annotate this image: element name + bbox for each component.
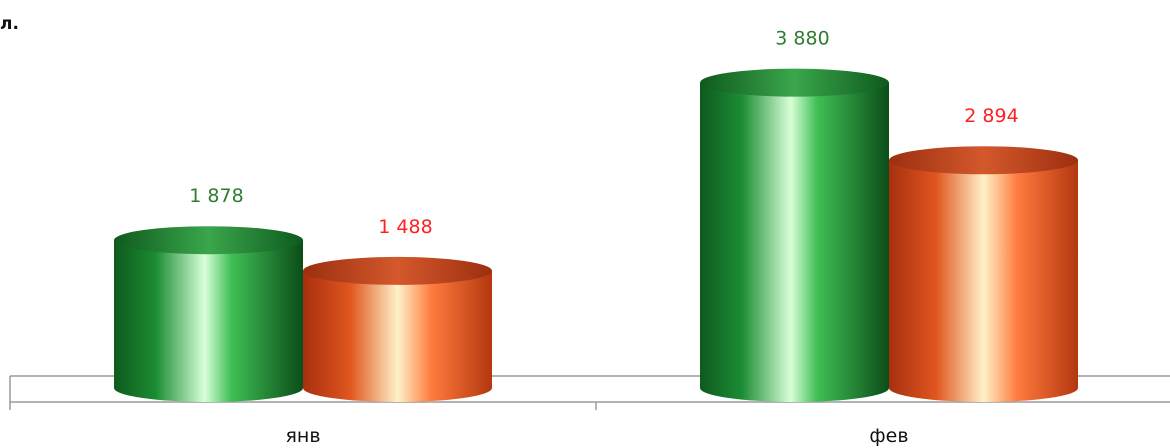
data-label-green-фев: 3 880	[775, 28, 829, 50]
data-label-red-янв: 1 488	[378, 216, 432, 238]
chart-title-fragment: л.	[0, 14, 19, 34]
bar-body	[888, 160, 1078, 402]
bar-red-янв	[303, 256, 492, 402]
bar-body	[700, 82, 889, 402]
bar-green-фев	[700, 68, 889, 402]
bar-top	[889, 146, 1078, 175]
bar-body	[114, 240, 303, 402]
bar-green-янв	[114, 226, 303, 402]
bar-red-фев	[888, 146, 1078, 402]
category-label-фев: фев	[869, 425, 908, 447]
data-label-green-янв: 1 878	[189, 185, 243, 207]
bar-top	[303, 256, 492, 285]
data-label-red-фев: 2 894	[964, 105, 1018, 127]
bar-body	[303, 270, 492, 402]
bars-layer	[114, 68, 1078, 402]
bar-top	[700, 68, 889, 97]
labels-layer: 1 878 1 488 янв 3 880 2 894 фев	[189, 28, 1018, 447]
category-label-янв: янв	[285, 425, 320, 447]
bar-top	[114, 226, 303, 255]
